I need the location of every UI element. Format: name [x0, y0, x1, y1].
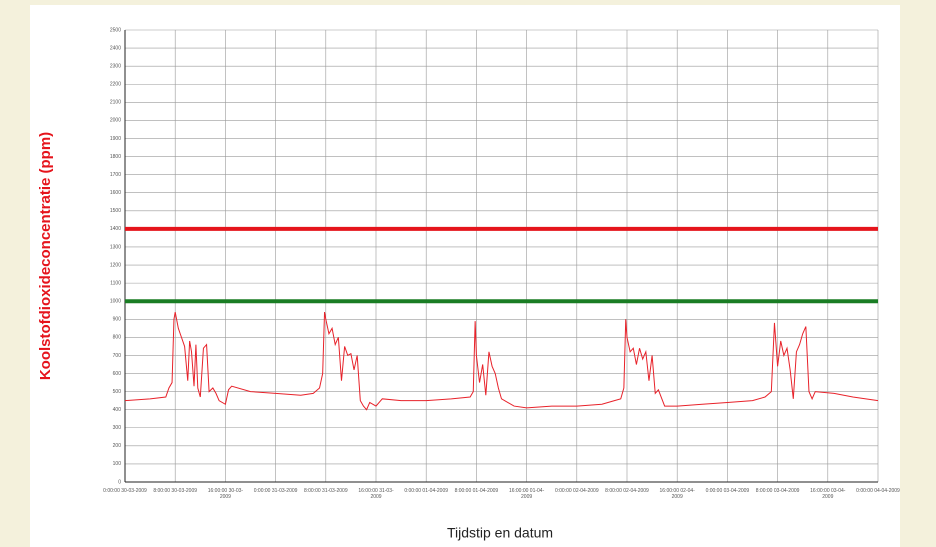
x-tick-label: 8:00:00 02-04-2009	[605, 488, 649, 494]
x-tick-label: 8:00:00 01-04-2009	[454, 488, 499, 494]
x-tick-label: 16:00:00 02-04-2009	[659, 488, 695, 500]
y-tick-label: 600	[113, 371, 122, 377]
y-tick-label: 100	[113, 461, 122, 467]
x-tick-label: 16:00:00 01-04-2009	[508, 488, 545, 500]
y-tick-label: 800	[113, 335, 122, 341]
y-tick-label: 2400	[110, 45, 121, 51]
y-tick-label: 1600	[110, 190, 121, 196]
y-tick-label: 700	[113, 353, 122, 359]
y-tick-label: 200	[113, 443, 122, 449]
y-tick-label: 2100	[110, 100, 121, 106]
x-tick-label: 0:00:00 03-04-2009	[705, 488, 750, 494]
x-tick-label: 8:00:00 30-03-2009	[153, 488, 198, 494]
x-tick-label: 16:00:00 31-03-2009	[358, 488, 394, 500]
y-tick-label: 1200	[110, 262, 121, 268]
y-tick-label: 1700	[110, 172, 121, 178]
y-tick-label: 0	[118, 479, 121, 485]
y-tick-label: 1800	[110, 154, 121, 160]
y-tick-label: 1400	[110, 226, 121, 232]
x-tick-label: 16:00:00 30-03-2009	[207, 488, 244, 500]
x-tick-label: 8:00:00 31-03-2009	[303, 488, 348, 494]
x-tick-label: 0:00:00 04-04-2009	[856, 488, 900, 494]
x-tick-label: 16:00:00 03-04-2009	[810, 488, 846, 500]
y-tick-label: 1500	[110, 208, 121, 214]
y-tick-label: 2300	[110, 63, 121, 69]
y-tick-label: 500	[113, 389, 122, 395]
y-tick-label: 1000	[110, 299, 121, 305]
y-tick-label: 2000	[110, 118, 121, 124]
x-tick-label: 0:00:00 02-04-2009	[554, 488, 599, 494]
y-axis-label: Koolstofdioxideconcentratie (ppm)	[37, 132, 54, 380]
y-tick-label: 2500	[110, 27, 121, 33]
y-tick-label: 1300	[110, 244, 121, 250]
x-tick-label: 0:00:00 31-03-2009	[253, 488, 298, 494]
y-tick-label: 400	[113, 407, 122, 413]
y-tick-label: 300	[113, 425, 122, 431]
y-tick-label: 2200	[110, 82, 121, 88]
panel	[30, 5, 900, 547]
x-tick-label: 0:00:00 01-04-2009	[404, 488, 449, 494]
x-tick-label: 8:00:00 03-04-2009	[755, 488, 800, 494]
y-tick-label: 1100	[110, 280, 121, 286]
data-line	[124, 311, 879, 411]
y-tick-label: 900	[113, 317, 122, 323]
x-axis-label: Tijdstip en datum	[447, 525, 553, 541]
y-tick-label: 1900	[110, 136, 121, 142]
x-tick-label: 0:00:00 30-03-2009	[103, 488, 147, 494]
